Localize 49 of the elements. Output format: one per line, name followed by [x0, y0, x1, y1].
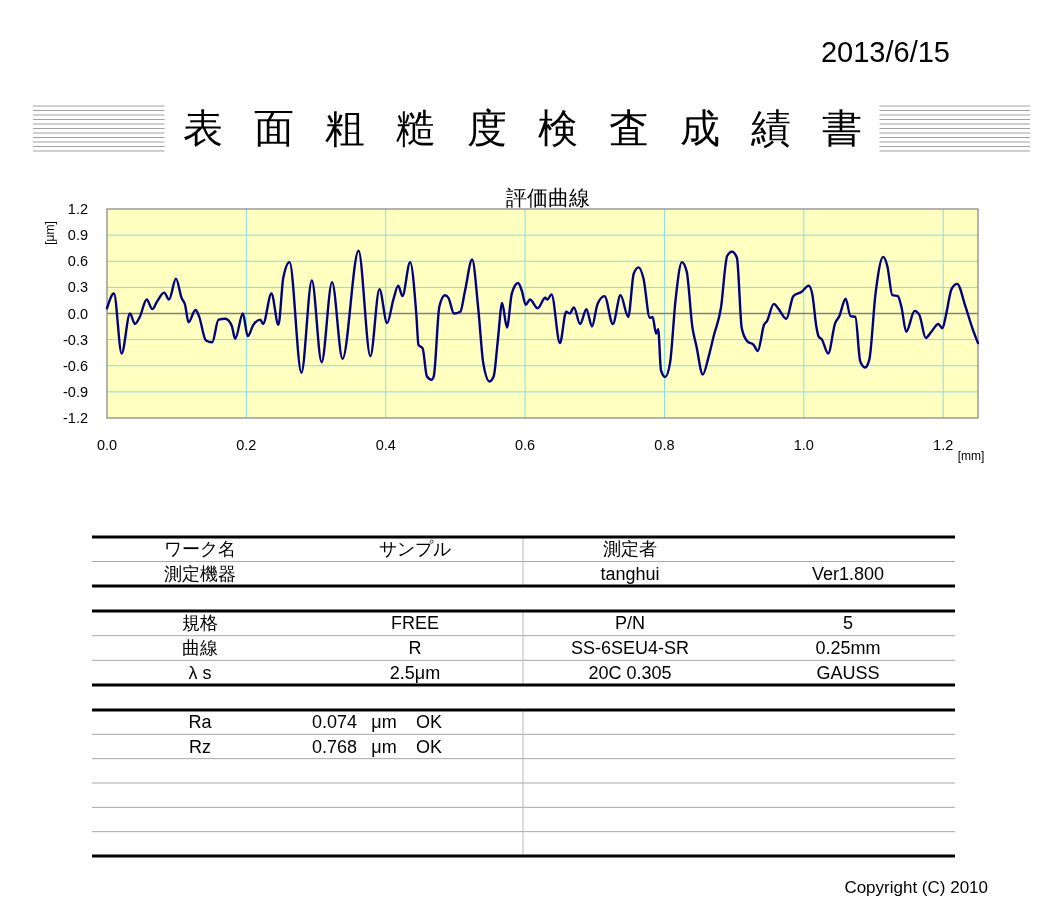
text: 0.074	[311, 712, 357, 733]
text: Rz	[189, 736, 211, 757]
text: μm	[371, 736, 397, 757]
y-axis-title: [μm]	[43, 221, 57, 245]
text: 曲線	[182, 638, 218, 658]
text: R	[408, 638, 422, 658]
text: 2.5μm	[389, 662, 441, 683]
text: 規格	[182, 613, 218, 634]
x-tick-label: 0.6	[514, 437, 536, 453]
text: 5	[842, 613, 854, 634]
text: Ver1.800	[811, 563, 885, 584]
text: 20C 0.305	[588, 662, 672, 683]
text: μm	[371, 712, 397, 733]
y-tick-label: 0.0	[67, 305, 88, 322]
text: GAUSS	[816, 662, 880, 683]
text: 0.768	[311, 736, 357, 757]
x-tick-label: 0.4	[375, 437, 396, 453]
y-tick-label: 0.3	[67, 279, 88, 296]
chart-subtitle: 評価曲線	[506, 185, 590, 209]
text: tanghui	[600, 563, 660, 584]
line-series	[105, 249, 980, 383]
text: OK	[415, 712, 443, 733]
x-axis-title: [mm]	[957, 449, 985, 463]
text: 測定者	[603, 539, 657, 560]
text: Copyright (C) 2010	[844, 877, 988, 897]
y-tick-label: -1.2	[63, 410, 88, 426]
x-tick-label: 0.8	[654, 437, 675, 453]
text: サンプル	[379, 539, 451, 560]
y-tick-label: -0.3	[63, 331, 88, 348]
x-tick-label: 1.0	[793, 437, 814, 453]
y-tick-label: 0.9	[67, 227, 88, 244]
x-tick-label: 1.2	[933, 437, 954, 453]
text: Ra	[188, 712, 213, 733]
text: 0.25mm	[815, 638, 881, 658]
text: 2013/6/15	[820, 36, 950, 68]
text: 測定機器	[164, 563, 236, 584]
y-tick-label: -0.9	[63, 383, 88, 400]
chart-title: 表面粗糙度検査成績書	[182, 106, 893, 150]
y-tick-label: 0.6	[67, 253, 88, 270]
text: λ s	[188, 662, 212, 683]
text: ワーク名	[164, 539, 236, 560]
text: FREE	[390, 613, 440, 634]
y-tick-label: 1.2	[67, 201, 88, 217]
x-tick-label: 0.2	[236, 437, 257, 453]
text: P/N	[614, 613, 646, 634]
y-tick-label: -0.6	[63, 357, 88, 374]
text: OK	[415, 736, 443, 757]
x-tick-label: 0.0	[96, 437, 118, 453]
text: SS-6SEU4-SR	[570, 638, 690, 658]
